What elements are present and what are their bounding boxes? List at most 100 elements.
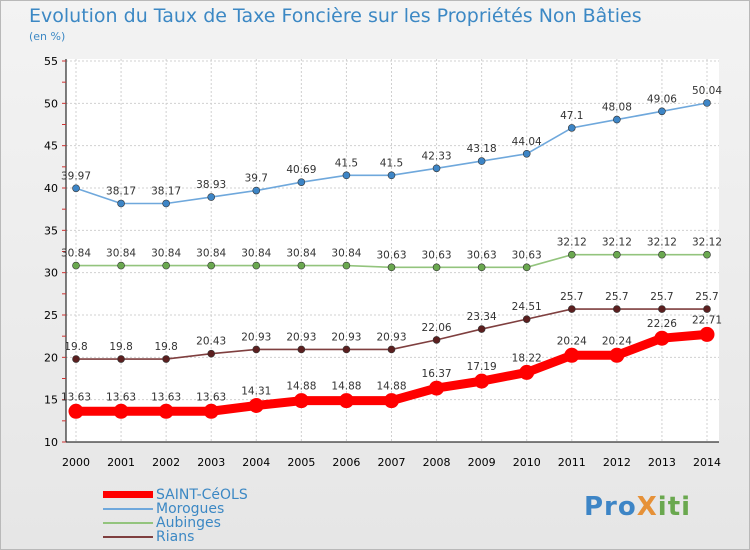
data-point <box>72 184 80 193</box>
data-point <box>248 398 264 414</box>
data-point <box>68 403 84 419</box>
data-point <box>117 261 125 270</box>
y-tick-label: 40 <box>44 182 58 195</box>
data-label: 40.69 <box>286 164 316 176</box>
data-point <box>162 355 170 363</box>
data-point <box>162 261 170 270</box>
data-label: 19.8 <box>109 341 132 353</box>
data-label: 30.84 <box>241 248 271 260</box>
x-tick-label: 2010 <box>513 456 541 469</box>
data-point <box>522 263 531 272</box>
data-label: 13.63 <box>106 391 136 403</box>
data-label: 41.5 <box>380 157 403 169</box>
data-point <box>342 261 351 270</box>
data-label: 30.63 <box>512 249 542 261</box>
legend-item-rians: Rians <box>103 529 194 545</box>
legend-swatch <box>103 491 153 498</box>
data-label: 16.37 <box>422 368 452 380</box>
data-point <box>203 403 219 419</box>
y-tick-label: 25 <box>44 309 58 322</box>
data-label: 41.5 <box>335 157 358 169</box>
data-point <box>703 305 711 313</box>
data-point <box>297 261 306 270</box>
x-tick-label: 2003 <box>197 456 225 469</box>
data-label: 18.22 <box>512 352 542 364</box>
data-label: 50.04 <box>692 85 722 97</box>
data-point <box>342 171 351 180</box>
data-point <box>432 164 441 173</box>
legend-item-morogues: Morogues <box>103 500 225 517</box>
data-point <box>158 403 174 419</box>
data-label: 38.93 <box>196 179 226 191</box>
data-point <box>519 364 535 380</box>
data-label: 13.63 <box>61 391 91 403</box>
data-label: 30.84 <box>106 248 136 260</box>
data-label: 25.7 <box>650 291 673 303</box>
data-point <box>703 99 711 107</box>
data-point <box>613 250 621 259</box>
data-label: 20.93 <box>376 331 406 343</box>
data-label: 39.7 <box>245 173 268 185</box>
data-point <box>474 373 490 389</box>
data-label: 20.93 <box>241 331 271 343</box>
chart-unit-label: (en %) <box>29 30 66 43</box>
data-point <box>567 305 576 313</box>
x-tick-label: 2005 <box>287 456 315 469</box>
plot-area <box>66 59 719 442</box>
data-label: 17.19 <box>467 361 497 373</box>
data-label: 22.26 <box>647 318 677 330</box>
data-point <box>564 347 580 363</box>
data-point <box>429 380 445 396</box>
x-tick-label: 2012 <box>603 456 631 469</box>
data-label: 32.12 <box>647 237 677 249</box>
legend-swatch <box>103 521 153 524</box>
data-label: 19.8 <box>154 341 177 353</box>
x-tick-label: 2004 <box>242 456 270 469</box>
data-point <box>252 186 261 195</box>
data-label: 32.12 <box>692 237 722 249</box>
x-tick-label: 2011 <box>558 456 586 469</box>
data-point <box>654 330 670 346</box>
data-label: 32.12 <box>557 237 587 249</box>
data-point <box>387 263 396 272</box>
data-point <box>72 355 80 363</box>
data-label: 25.7 <box>560 291 583 303</box>
data-point <box>338 393 354 409</box>
data-label: 30.63 <box>422 249 452 261</box>
data-point <box>522 149 531 158</box>
data-point <box>477 325 486 333</box>
data-point <box>297 178 306 186</box>
data-label: 14.88 <box>286 381 316 393</box>
data-point <box>567 124 576 132</box>
data-label: 49.06 <box>647 93 677 105</box>
data-point <box>293 393 309 409</box>
x-tick-label: 2007 <box>378 456 406 469</box>
data-point <box>613 115 621 124</box>
data-point <box>113 403 129 419</box>
x-tick-label: 2014 <box>693 456 721 469</box>
data-point <box>207 193 216 201</box>
data-point <box>297 345 306 354</box>
y-tick-label: 35 <box>44 224 58 237</box>
data-label: 47.1 <box>560 110 583 122</box>
data-label: 25.7 <box>695 291 718 303</box>
chart-title: Evolution du Taux de Taxe Foncière sur l… <box>29 5 642 27</box>
data-label: 38.17 <box>106 185 136 197</box>
y-tick-label: 45 <box>44 140 58 153</box>
x-tick-label: 2002 <box>152 456 180 469</box>
legend-label: Aubinges <box>156 514 221 531</box>
data-point <box>207 261 216 270</box>
data-label: 30.63 <box>376 249 406 261</box>
data-point <box>658 107 666 116</box>
data-point <box>699 326 715 342</box>
data-point <box>613 305 621 313</box>
data-point <box>477 263 486 272</box>
x-tick-label: 2008 <box>423 456 451 469</box>
data-label: 22.71 <box>692 314 722 326</box>
legend-label: Morogues <box>156 500 225 517</box>
x-tick-label: 2006 <box>332 456 360 469</box>
data-label: 30.63 <box>467 249 497 261</box>
y-tick-label: 55 <box>44 55 58 68</box>
